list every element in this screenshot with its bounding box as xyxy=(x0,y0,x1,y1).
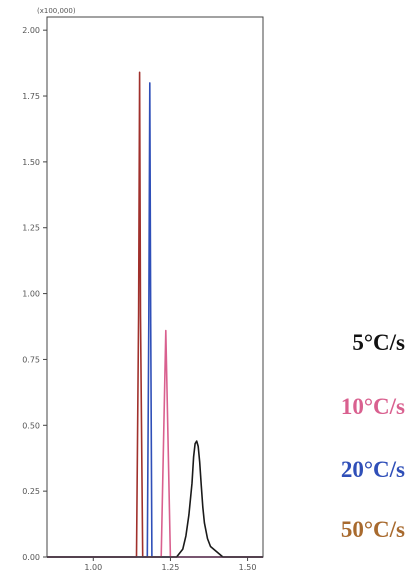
legend-item-50cs: 50°C/s xyxy=(340,517,405,542)
legend-item-10cs: 10°C/s xyxy=(340,394,405,419)
series-layer xyxy=(47,71,263,558)
y-tick-label: 0.50 xyxy=(22,421,40,430)
y-scale-factor-label: (x100,000) xyxy=(37,7,76,15)
legend-item-20cs: 20°C/s xyxy=(340,457,405,482)
series-line-5cs xyxy=(47,440,263,558)
series-line-10cs xyxy=(47,329,263,558)
x-tick-label: 1.50 xyxy=(239,563,257,572)
series-line-50cs xyxy=(47,71,263,558)
series-line-20cs xyxy=(47,82,263,558)
y-tick-label: 1.50 xyxy=(22,158,40,167)
y-tick-label: 0.25 xyxy=(22,487,40,496)
x-tick-label: 1.00 xyxy=(84,563,102,572)
y-tick-label: 0.00 xyxy=(22,553,40,562)
y-tick-label: 0.75 xyxy=(22,355,40,364)
x-tick-label: 1.25 xyxy=(162,563,180,572)
y-tick-label: 1.00 xyxy=(22,290,40,299)
y-tick-label: 1.75 xyxy=(22,92,40,101)
legend-item-5cs: 5°C/s xyxy=(352,330,405,355)
y-axis: 0.00 0.25 0.50 0.75 1.00 1.25 1.50 1.75 2.00 xyxy=(22,26,47,562)
plot-frame xyxy=(46,16,264,558)
x-axis: 1.00 1.25 1.50 xyxy=(84,557,256,572)
y-tick-label: 1.25 xyxy=(22,224,40,233)
y-tick-label: 2.00 xyxy=(22,26,40,35)
